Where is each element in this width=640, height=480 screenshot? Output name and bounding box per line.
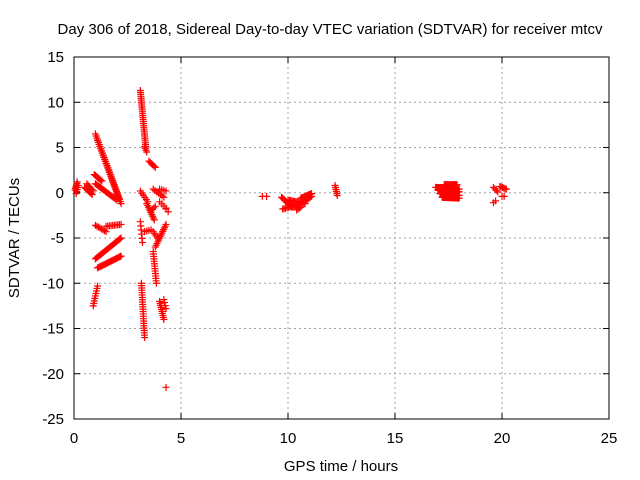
data-point [295,204,303,212]
data-point [116,235,124,243]
data-point [89,187,97,195]
data-point [162,187,170,195]
data-point [94,282,102,290]
data-point [161,302,169,310]
grid-lines [74,57,609,419]
data-point [160,296,168,304]
data-point [152,279,160,287]
data-point [141,334,149,342]
y-tick-label: -20 [42,366,64,383]
data-point [333,191,341,199]
data-point [151,163,159,171]
data-point [494,188,502,196]
data-points [71,86,510,391]
data-point [150,216,158,224]
data-point [97,176,105,184]
data-point [306,193,314,201]
x-tick-label: 25 [601,430,618,447]
data-point [160,193,168,201]
data-point [141,144,149,152]
axis-ticks: 0 5 10 15 20 25 15 10 5 0 -5 -10 -15 -20 -25 [42,49,617,447]
y-tick-label: 0 [56,185,64,202]
data-point [162,383,170,391]
data-point [150,162,158,170]
data-point [88,185,96,193]
data-point [297,203,305,211]
y-tick-label: -10 [42,275,64,292]
data-point [98,177,106,185]
y-tick-label: 10 [47,94,64,111]
data-point [150,204,158,212]
data-point [160,315,168,323]
x-tick-label: 5 [177,430,185,447]
data-point [74,182,82,190]
data-point [263,192,271,200]
data-point [455,194,463,202]
x-tick-label: 0 [70,430,78,447]
data-point [112,195,120,203]
data-point [453,181,461,189]
x-axis-label: GPS time / hours [284,458,398,475]
data-point [117,220,125,228]
data-point [492,186,500,194]
data-point [502,185,510,193]
x-tick-label: 10 [280,430,297,447]
data-point [117,234,125,242]
data-point [101,227,109,235]
y-tick-label: -5 [51,230,64,247]
data-point [162,220,170,228]
data-point [151,202,159,210]
data-point [492,197,500,205]
data-point [113,196,121,204]
data-point [500,192,508,200]
y-tick-label: -15 [42,321,64,338]
data-point [308,192,316,200]
data-point [161,299,169,307]
chart-title: Day 306 of 2018, Sidereal Day-to-day VTE… [58,21,603,38]
data-point [138,239,146,247]
y-tick-label: 15 [47,49,64,66]
data-point [142,146,150,154]
y-tick-label: 5 [56,140,64,157]
data-point [143,148,151,156]
y-tick-label: -25 [42,411,64,428]
x-tick-label: 15 [387,430,404,447]
data-point [164,208,172,216]
data-point [117,252,125,260]
y-axis-label: SDTVAR / TECUs [6,178,23,298]
data-point [117,200,125,208]
x-tick-label: 20 [494,430,511,447]
data-point [162,305,170,313]
